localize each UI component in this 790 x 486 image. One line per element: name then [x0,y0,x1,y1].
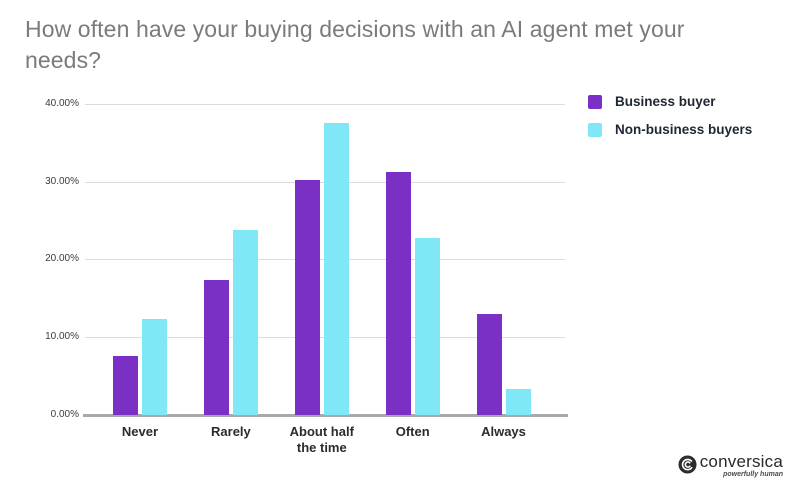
x-label-about-half-the-time: About half the time [289,424,354,455]
y-tick-label-0pct: 0.00% [50,409,79,420]
bar-non-business-buyers-always [505,389,531,415]
bar-non-business-buyers-often [414,238,440,415]
brand-logo: conversica powerfully human [678,453,783,479]
brand-tagline: powerfully human [723,471,783,478]
legend-label-business-buyer: Business buyer [615,94,716,109]
x-label-often: Often [395,424,430,439]
bar-business-buyer-about-half-the-time [294,180,320,415]
x-label-never: Never [121,424,159,439]
legend: Business buyer Non-business buyers [588,94,752,150]
conversica-logo-icon [678,455,697,479]
bar-business-buyer-rarely [203,280,229,415]
bar-business-buyer-never [113,356,138,415]
bar-non-business-buyers-about-half-the-time [323,123,349,415]
legend-item-non-business-buyers: Non-business buyers [588,122,752,137]
bar-business-buyer-often [385,172,411,415]
x-label-always: Always [481,424,526,439]
y-tick-label-20pct: 20.00% [45,253,79,265]
brand-name: conversica [699,452,783,471]
y-tick-label-30pct: 30.00% [45,175,79,187]
y-tick-label-40pct: 40.00% [45,97,79,109]
legend-label-non-business-buyers: Non-business buyers [615,122,753,137]
legend-swatch-business-buyer [588,94,602,109]
x-axis-line [83,414,568,417]
legend-item-business-buyer: Business buyer [588,94,752,109]
bar-non-business-buyers-never [142,319,167,415]
legend-swatch-non-business-buyers [588,122,602,137]
bar-business-buyer-always [476,314,502,415]
y-tick-label-10pct: 10.00% [45,331,79,343]
x-label-rarely: Rarely [211,424,251,439]
bar-non-business-buyers-rarely [232,230,258,415]
chart-title: How often have your buying decisions wit… [25,16,685,73]
gridline-40pct [85,103,565,105]
